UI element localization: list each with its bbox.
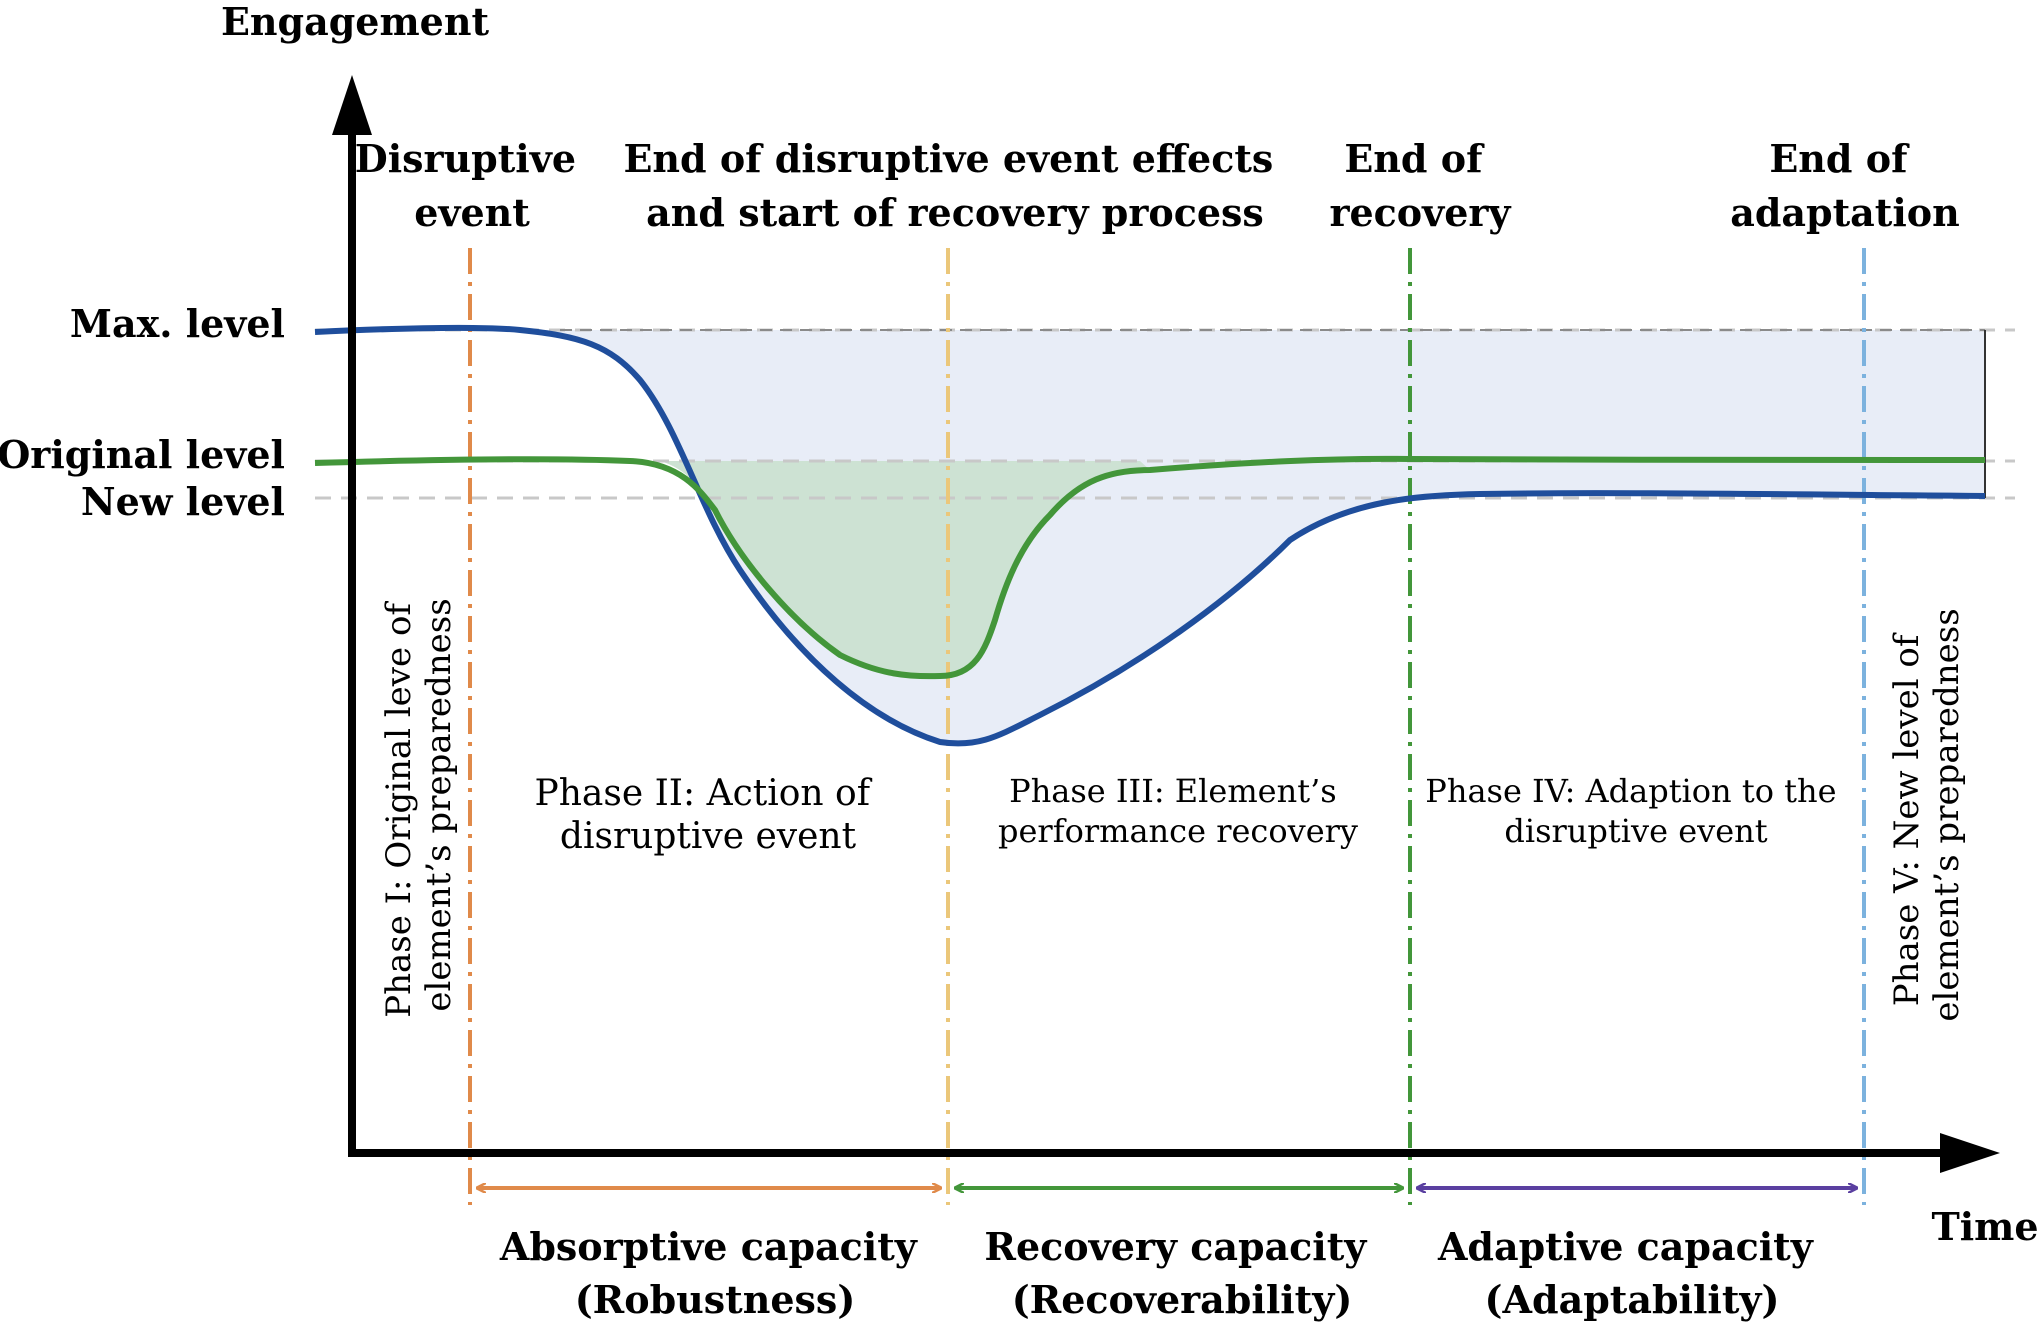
phase1-label: Phase I: Original leve of element’s prep… <box>379 592 459 1018</box>
x-axis-arrowhead <box>1940 1133 2000 1173</box>
end-recovery-label: End of recovery <box>1329 136 1511 235</box>
absorptive-capacity-label: Absorptive capacity (Robustness) <box>499 1224 930 1322</box>
y-axis-label: Engagement <box>221 0 490 44</box>
x-axis-label: Time <box>1931 1204 2038 1249</box>
new-level-label: New level <box>81 479 285 524</box>
phase2-label: Phase II: Action of disruptive event <box>534 773 881 857</box>
adaptive-capacity-label: Adaptive capacity (Adaptability) <box>1437 1224 1826 1322</box>
max-level-label: Max. level <box>70 301 285 346</box>
recovery-capacity-label: Recovery capacity (Recoverability) <box>984 1224 1379 1322</box>
disruptive-event-label: Disruptive event <box>355 136 589 235</box>
blue-performance-curve <box>314 324 1986 747</box>
green-performance-curve <box>314 455 1986 680</box>
green-loss-area <box>660 461 1150 677</box>
end-effects-label: End of disruptive event effects and star… <box>623 136 1286 235</box>
phase3-label: Phase III: Element’s performance recover… <box>998 772 1358 850</box>
blue-loss-area <box>480 330 1985 744</box>
y-axis-arrowhead <box>332 75 372 135</box>
phase4-label: Phase IV: Adaption to the disruptive eve… <box>1425 772 1846 850</box>
end-adaptation-label: End of adaptation <box>1730 136 1960 235</box>
original-level-label: Original level <box>0 432 285 477</box>
phase5-label: Phase V: New level of element’s prepared… <box>1887 608 1967 1021</box>
